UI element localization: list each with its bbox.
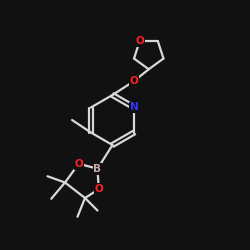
Text: O: O bbox=[130, 76, 138, 86]
Text: O: O bbox=[94, 184, 103, 194]
Text: O: O bbox=[135, 36, 144, 46]
Text: B: B bbox=[94, 164, 102, 174]
Text: O: O bbox=[74, 159, 83, 169]
Text: N: N bbox=[130, 102, 138, 113]
